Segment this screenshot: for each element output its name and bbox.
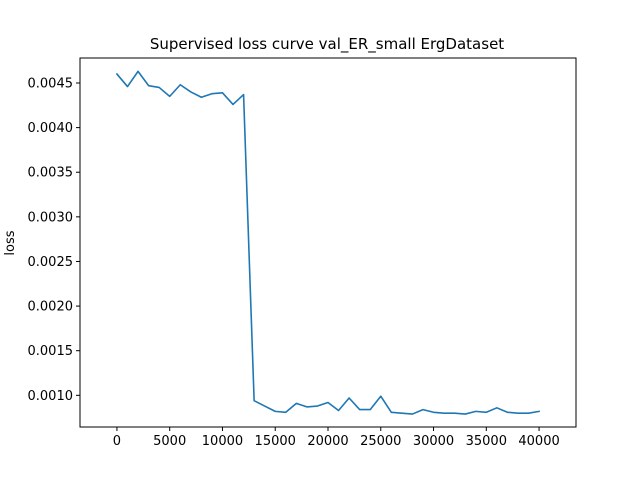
x-tick-label: 0 <box>113 434 121 449</box>
y-tick-label: 0.0045 <box>28 76 74 91</box>
x-tick-label: 20000 <box>307 434 348 449</box>
y-axis: 0.0010 0.0015 0.0020 0.0025 0.0030 0.0035 0.00… <box>28 76 80 404</box>
x-axis: 0 5000 10000 15000 20000 25000 30000 35000 40000 <box>113 427 560 449</box>
y-tick-label: 0.0030 <box>28 210 74 225</box>
y-tick-label: 0.0035 <box>28 166 74 181</box>
series-layer <box>115 70 540 415</box>
x-tick-label: 15000 <box>255 434 296 449</box>
y-tick-label: 0.0040 <box>28 121 74 136</box>
chart-title: Supervised loss curve val_ER_small ErgDa… <box>150 35 504 54</box>
loss-series-line <box>115 70 540 415</box>
x-tick-label: 30000 <box>413 434 454 449</box>
x-tick-label: 40000 <box>518 434 559 449</box>
x-tick-label: 25000 <box>360 434 401 449</box>
y-axis-title: loss <box>3 230 18 255</box>
y-tick-label: 0.0015 <box>28 344 74 359</box>
y-tick-label: 0.0020 <box>28 300 74 315</box>
x-tick-label: 35000 <box>466 434 507 449</box>
plot-frame <box>79 57 577 428</box>
x-tick-label: 10000 <box>202 434 243 449</box>
y-tick-label: 0.0010 <box>28 389 74 404</box>
x-tick-label: 5000 <box>153 434 186 449</box>
y-tick-label: 0.0025 <box>28 255 74 270</box>
